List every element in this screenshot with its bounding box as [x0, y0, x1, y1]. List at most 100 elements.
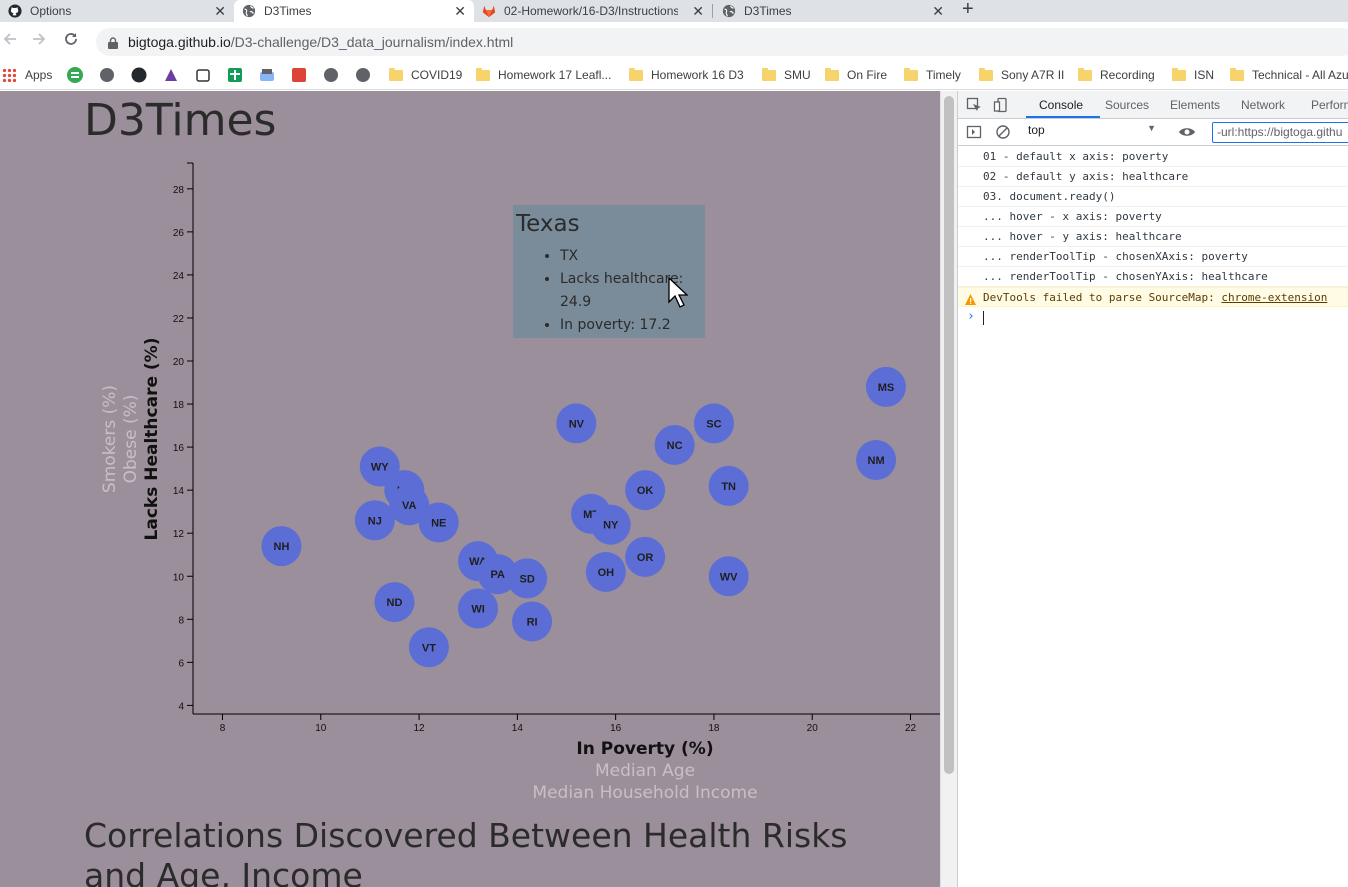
state-marker[interactable]: OR: [625, 536, 666, 577]
close-tab-icon[interactable]: ✕: [692, 3, 704, 19]
state-marker[interactable]: TN: [708, 465, 749, 506]
state-abbr-label: SC: [706, 418, 721, 430]
state-circle: [458, 588, 499, 629]
state-marker[interactable]: PA: [477, 554, 518, 595]
devtools-tab-console[interactable]: Console: [1039, 98, 1084, 112]
state-marker[interactable]: SD: [507, 558, 548, 599]
mouse-cursor-icon: [668, 277, 688, 308]
state-abbr-label: SD: [520, 573, 535, 585]
x-axis-label-option[interactable]: In Poverty (%): [576, 739, 713, 759]
y-axis-label-option[interactable]: Smokers (%): [100, 385, 120, 493]
globe-icon[interactable]: [355, 67, 371, 83]
x-tick-label: 8: [220, 723, 226, 734]
state-marker[interactable]: NC: [654, 424, 695, 465]
state-abbr-label: NV: [569, 418, 585, 430]
state-marker[interactable]: NY: [590, 504, 631, 545]
bookmark-shortcut-icon[interactable]: [195, 67, 211, 83]
tab-homework-instructions[interactable]: 02-Homework/16-D3/Instructions ✕: [474, 0, 712, 22]
page-scrollbar[interactable]: [940, 91, 957, 887]
state-abbr-label: ND: [387, 597, 403, 609]
bookmark-folder[interactable]: Timely: [904, 65, 961, 85]
tab-options[interactable]: Options ✕: [0, 0, 234, 22]
state-marker[interactable]: WV: [708, 556, 749, 597]
context-select[interactable]: top ▼: [1024, 123, 1160, 142]
bookmark-shortcut-icon[interactable]: [163, 67, 179, 83]
bookmark-label: Sony A7R II: [1001, 68, 1065, 82]
state-marker[interactable]: NE: [418, 502, 459, 543]
bookmark-folder[interactable]: ISN: [1172, 65, 1214, 85]
devtools-panel: Console Sources Elements Network Perform…: [957, 91, 1348, 887]
warning-link[interactable]: chrome-extension: [1221, 291, 1328, 304]
console-prompt[interactable]: ›: [958, 307, 1348, 327]
tab-title: Options: [30, 4, 72, 18]
close-tab-icon[interactable]: ✕: [214, 3, 226, 19]
inspect-element-icon[interactable]: [966, 97, 982, 113]
state-marker[interactable]: NH: [261, 526, 302, 567]
state-circle: [261, 526, 302, 567]
bookmark-apps[interactable]: Apps: [2, 65, 52, 85]
sidebar-toggle-icon[interactable]: [966, 124, 982, 140]
bookmark-folder[interactable]: SMU: [762, 65, 811, 85]
active-tab-indicator: [1026, 116, 1100, 118]
reload-icon[interactable]: [63, 31, 79, 52]
x-tick-label: 14: [512, 723, 524, 734]
state-marker[interactable]: NV: [556, 403, 597, 444]
state-circle: [865, 366, 906, 407]
tab-d3times-active[interactable]: D3Times ✕: [234, 0, 474, 22]
folder-icon: [904, 67, 918, 81]
web-page: D3Times 8 10 12 14 16 18 20 22 4 6 8 10 12 14 16 18 20 22…: [0, 91, 940, 887]
tab-title: D3Times: [744, 4, 792, 18]
bookmark-folder[interactable]: On Fire: [825, 65, 887, 85]
devtools-tab-sources[interactable]: Sources: [1105, 98, 1150, 112]
y-axis-label-option[interactable]: Obese (%): [121, 395, 141, 484]
bookmark-folder[interactable]: Recording: [1078, 65, 1155, 85]
x-axis-label-option[interactable]: Median Age: [595, 761, 695, 781]
state-marker[interactable]: OH: [585, 551, 626, 592]
state-marker[interactable]: WI: [458, 588, 499, 629]
new-tab-button[interactable]: +: [962, 0, 974, 20]
globe-icon[interactable]: [99, 67, 115, 83]
state-marker[interactable]: SC: [693, 403, 734, 444]
bookmark-label: Apps: [25, 68, 53, 82]
clear-console-icon[interactable]: [995, 124, 1011, 140]
bookmark-folder[interactable]: COVID19: [389, 65, 462, 85]
bookmark-shortcut-icon[interactable]: [259, 67, 275, 83]
close-tab-icon[interactable]: ✕: [932, 3, 944, 19]
devtools-tab-elements[interactable]: Elements: [1170, 98, 1221, 112]
console-filter-input[interactable]: -url:https://bigtoga.githu: [1212, 122, 1348, 143]
chart-points: NHWYUTVANJNENDVTWAPASDWIRINVMTNYOHOKORNC…: [261, 366, 906, 668]
state-marker[interactable]: NJ: [354, 500, 395, 541]
device-toggle-icon[interactable]: [993, 97, 1009, 113]
state-marker[interactable]: MS: [865, 366, 906, 407]
scrollbar-thumb[interactable]: [944, 96, 954, 774]
back-icon[interactable]: [2, 31, 18, 52]
state-marker[interactable]: VA: [389, 485, 430, 526]
address-bar[interactable]: bigtoga.github.io/D3-challenge/D3_data_j…: [96, 28, 1348, 56]
y-axis-label-option[interactable]: Lacks Healthcare (%): [142, 338, 162, 541]
globe-icon[interactable]: [323, 67, 339, 83]
state-abbr-label: VA: [402, 500, 417, 512]
eye-icon[interactable]: [1178, 124, 1195, 140]
forward-icon[interactable]: [31, 31, 47, 52]
bookmark-shortcut-icon[interactable]: [67, 67, 83, 83]
state-circle: [374, 582, 415, 623]
state-marker[interactable]: NM: [856, 440, 897, 481]
state-marker[interactable]: ND: [374, 582, 415, 623]
state-marker[interactable]: VT: [408, 627, 449, 668]
bookmark-folder[interactable]: Technical - All Azu: [1230, 65, 1348, 85]
tab-d3times[interactable]: D3Times ✕: [714, 0, 952, 22]
x-axis-label-option[interactable]: Median Household Income: [532, 783, 757, 803]
github-icon[interactable]: [131, 67, 147, 83]
bookmark-folder[interactable]: Sony A7R II: [979, 65, 1064, 85]
bookmark-folder[interactable]: Homework 17 Leafl...: [476, 65, 611, 85]
devtools-tab-performance[interactable]: Perform: [1311, 98, 1348, 112]
state-abbr-label: TN: [721, 481, 736, 493]
bookmark-shortcut-icon[interactable]: [227, 67, 243, 83]
state-marker[interactable]: RI: [512, 601, 553, 642]
bookmark-shortcut-icon[interactable]: [291, 67, 307, 83]
bookmark-folder[interactable]: Homework 16 D3: [629, 65, 744, 85]
state-marker[interactable]: OK: [625, 470, 666, 511]
devtools-tab-network[interactable]: Network: [1241, 98, 1286, 112]
close-tab-icon[interactable]: ✕: [454, 3, 466, 19]
